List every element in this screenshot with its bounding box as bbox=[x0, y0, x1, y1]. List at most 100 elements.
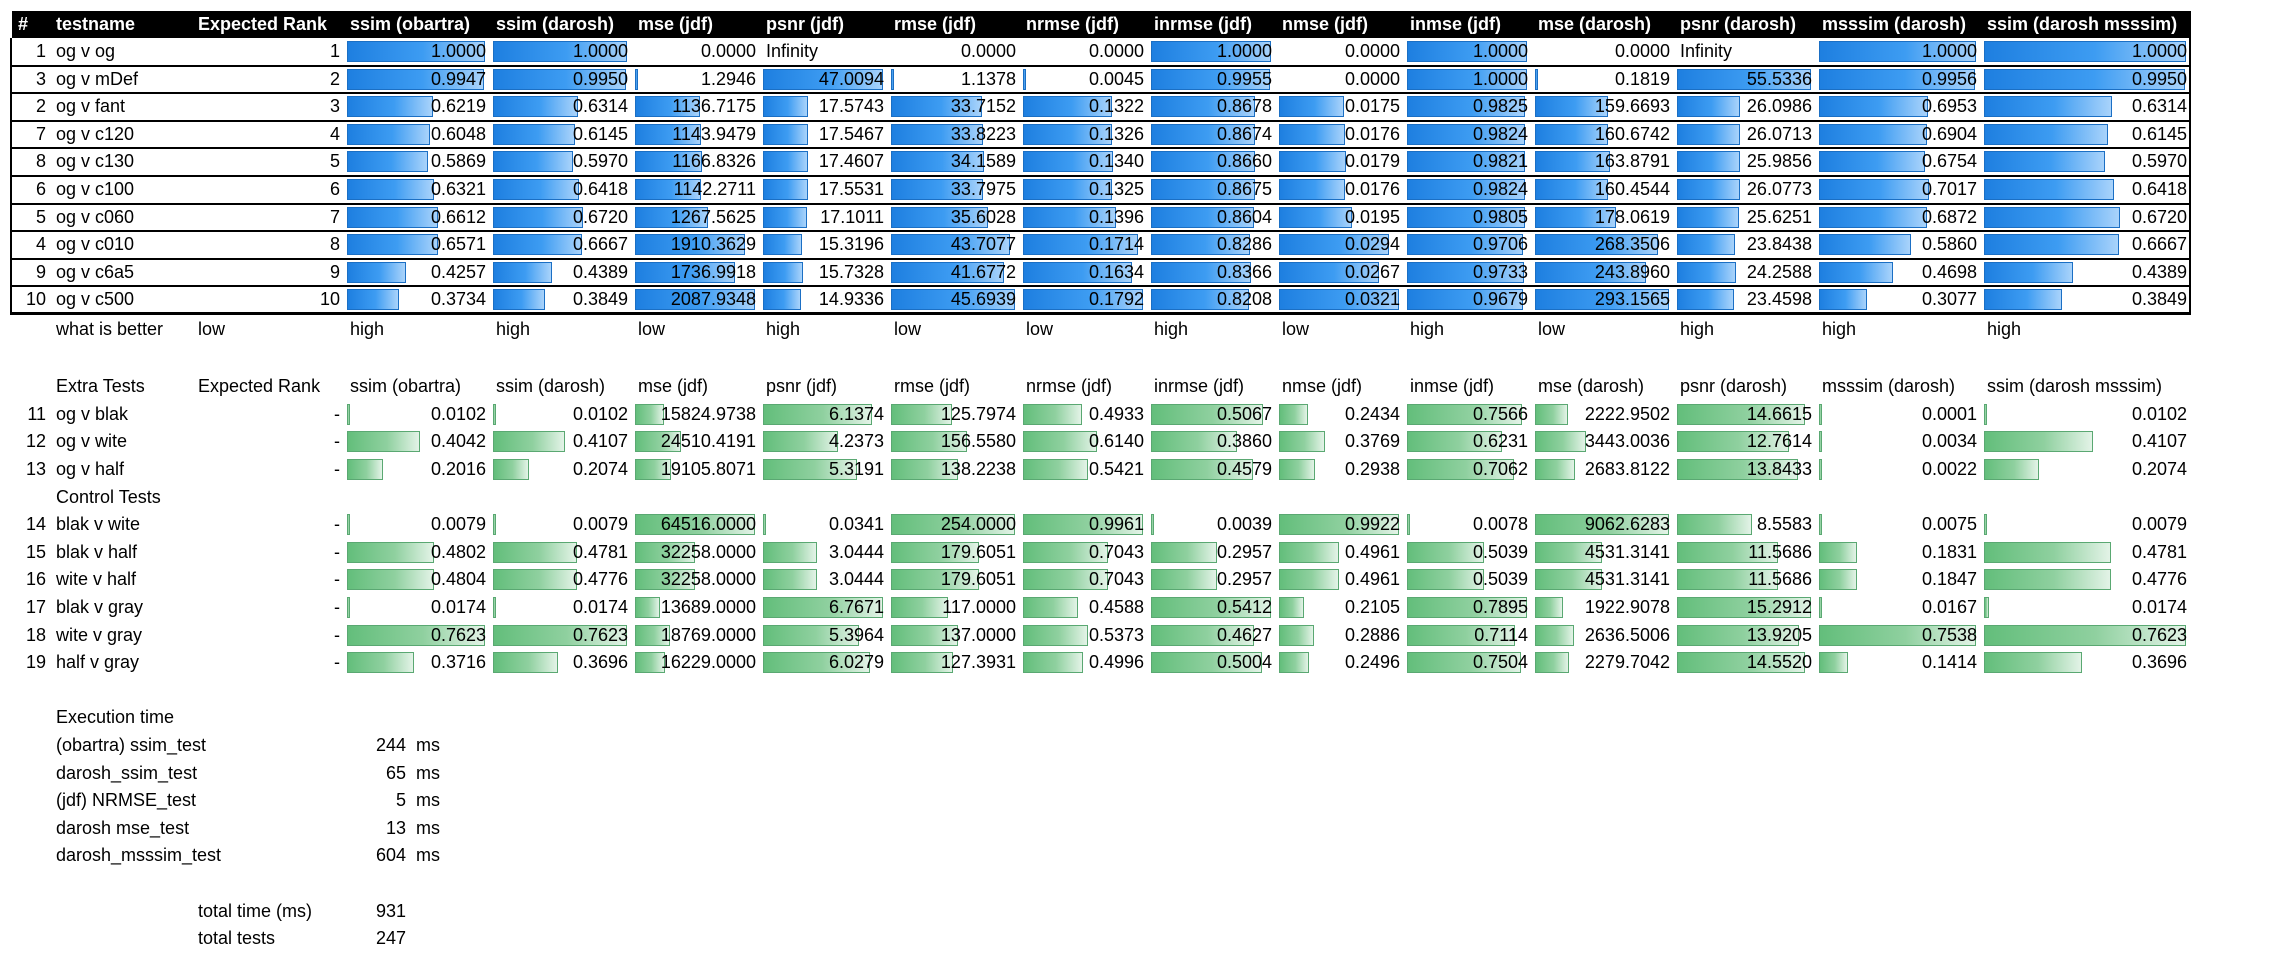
metric-cell[interactable]: 0.6418 bbox=[490, 176, 632, 203]
metric-cell[interactable]: 0.0022 bbox=[1816, 456, 1981, 483]
metric-cell[interactable]: 0.6953 bbox=[1816, 93, 1981, 120]
metric-cell[interactable]: 0.6667 bbox=[1981, 231, 2191, 258]
column-header[interactable]: Expected Rank bbox=[198, 14, 328, 34]
metric-cell[interactable]: 0.1340 bbox=[1020, 148, 1148, 175]
metric-cell[interactable]: 0.4107 bbox=[1981, 428, 2191, 455]
metric-cell[interactable]: 125.7974 bbox=[888, 401, 1020, 428]
metric-cell[interactable]: 1922.9078 bbox=[1532, 594, 1674, 621]
metric-cell[interactable]: 0.3696 bbox=[1981, 649, 2191, 676]
metric-cell[interactable]: 0.0000 bbox=[1276, 38, 1404, 65]
metric-cell[interactable]: 0.0075 bbox=[1816, 511, 1981, 538]
table-row[interactable]: 8 og v c130 5 0.5869 0.5970 1166.8326 17.4607 3… bbox=[12, 148, 2191, 175]
metric-cell[interactable]: 1.1378 bbox=[888, 66, 1020, 93]
metric-cell[interactable]: 0.4781 bbox=[1981, 539, 2191, 566]
metric-cell[interactable]: 0.9950 bbox=[1981, 66, 2191, 93]
metric-cell[interactable]: 0.3769 bbox=[1276, 428, 1404, 455]
metric-cell[interactable]: 0.9821 bbox=[1404, 148, 1532, 175]
metric-cell[interactable]: 1143.9479 bbox=[632, 121, 760, 148]
metric-cell[interactable]: 4.2373 bbox=[760, 428, 888, 455]
table-row[interactable]: 13 og v half - 0.2016 0.2074 19105.8071 5.3191… bbox=[12, 456, 2191, 483]
metric-cell[interactable]: 45.6939 bbox=[888, 286, 1020, 313]
metric-cell[interactable]: 0.6048 bbox=[344, 121, 490, 148]
metric-cell[interactable]: 0.5860 bbox=[1816, 231, 1981, 258]
metric-cell[interactable]: 0.9955 bbox=[1148, 66, 1276, 93]
metric-cell[interactable]: 117.0000 bbox=[888, 594, 1020, 621]
metric-cell[interactable]: 0.0039 bbox=[1148, 511, 1276, 538]
metric-cell[interactable]: 0.3860 bbox=[1148, 428, 1276, 455]
metric-cell[interactable]: 64516.0000 bbox=[632, 511, 760, 538]
metric-cell[interactable]: 0.6720 bbox=[1981, 204, 2191, 231]
metric-cell[interactable]: 0.9956 bbox=[1816, 66, 1981, 93]
metric-cell[interactable]: 0.4804 bbox=[344, 566, 490, 593]
metric-cell[interactable]: 0.7504 bbox=[1404, 649, 1532, 676]
metric-cell[interactable]: 1.0000 bbox=[1816, 38, 1981, 65]
metric-cell[interactable]: 1.0000 bbox=[1404, 38, 1532, 65]
metric-cell[interactable]: 0.0078 bbox=[1404, 511, 1532, 538]
metric-cell[interactable]: 0.0079 bbox=[490, 511, 632, 538]
table-row[interactable]: 9 og v c6a5 9 0.4257 0.4389 1736.9918 15.7328 4… bbox=[12, 259, 2191, 286]
metric-cell[interactable]: 0.2496 bbox=[1276, 649, 1404, 676]
metric-cell[interactable]: 17.5531 bbox=[760, 176, 888, 203]
metric-cell[interactable]: 0.6219 bbox=[344, 93, 490, 120]
metric-cell[interactable]: 23.4598 bbox=[1674, 286, 1816, 313]
metric-cell[interactable]: 0.1792 bbox=[1020, 286, 1148, 313]
metric-cell[interactable]: 0.6314 bbox=[1981, 93, 2191, 120]
metric-cell[interactable]: 268.3506 bbox=[1532, 231, 1674, 258]
column-header[interactable]: msssim (darosh) bbox=[1822, 14, 1967, 34]
metric-cell[interactable]: 33.8223 bbox=[888, 121, 1020, 148]
metric-cell[interactable]: 2087.9348 bbox=[632, 286, 760, 313]
metric-cell[interactable]: 127.3931 bbox=[888, 649, 1020, 676]
metric-cell[interactable]: 0.4588 bbox=[1020, 594, 1148, 621]
metric-cell[interactable]: 0.9922 bbox=[1276, 511, 1404, 538]
metric-cell[interactable]: 0.0000 bbox=[632, 38, 760, 65]
metric-cell[interactable]: 0.0001 bbox=[1816, 401, 1981, 428]
metric-cell[interactable]: 0.1396 bbox=[1020, 204, 1148, 231]
metric-cell[interactable]: 0.2957 bbox=[1148, 539, 1276, 566]
metric-cell[interactable]: 0.0176 bbox=[1276, 176, 1404, 203]
metric-cell[interactable]: 6.7671 bbox=[760, 594, 888, 621]
metric-cell[interactable]: 243.8960 bbox=[1532, 259, 1674, 286]
metric-cell[interactable]: 0.0267 bbox=[1276, 259, 1404, 286]
metric-cell[interactable]: 0.9706 bbox=[1404, 231, 1532, 258]
metric-cell[interactable]: 0.0079 bbox=[1981, 511, 2191, 538]
metric-cell[interactable]: 0.5421 bbox=[1020, 456, 1148, 483]
metric-cell[interactable]: 0.0034 bbox=[1816, 428, 1981, 455]
column-header[interactable]: psnr (jdf) bbox=[766, 14, 844, 34]
metric-cell[interactable]: 3.0444 bbox=[760, 539, 888, 566]
metric-cell[interactable]: 0.2074 bbox=[1981, 456, 2191, 483]
metric-cell[interactable]: 0.9950 bbox=[490, 66, 632, 93]
metric-cell[interactable]: 17.1011 bbox=[760, 204, 888, 231]
metric-cell[interactable]: 0.7623 bbox=[1981, 622, 2191, 649]
metric-cell[interactable]: 41.6772 bbox=[888, 259, 1020, 286]
metric-cell[interactable]: 0.5373 bbox=[1020, 622, 1148, 649]
metric-cell[interactable]: 0.9825 bbox=[1404, 93, 1532, 120]
metric-cell[interactable]: 0.0176 bbox=[1276, 121, 1404, 148]
metric-cell[interactable]: 163.8791 bbox=[1532, 148, 1674, 175]
metric-cell[interactable]: 0.1414 bbox=[1816, 649, 1981, 676]
metric-cell[interactable]: 0.1819 bbox=[1532, 66, 1674, 93]
metric-cell[interactable]: Infinity bbox=[1674, 38, 1816, 65]
metric-cell[interactable]: 26.0773 bbox=[1674, 176, 1816, 203]
metric-cell[interactable]: 254.0000 bbox=[888, 511, 1020, 538]
metric-cell[interactable]: 0.0167 bbox=[1816, 594, 1981, 621]
metric-cell[interactable]: 18769.0000 bbox=[632, 622, 760, 649]
metric-cell[interactable]: 0.7043 bbox=[1020, 539, 1148, 566]
metric-cell[interactable]: 0.1634 bbox=[1020, 259, 1148, 286]
metric-cell[interactable]: 1.0000 bbox=[1981, 38, 2191, 65]
metric-cell[interactable]: 0.0294 bbox=[1276, 231, 1404, 258]
metric-cell[interactable]: 0.8286 bbox=[1148, 231, 1276, 258]
metric-cell[interactable]: 156.5580 bbox=[888, 428, 1020, 455]
metric-cell[interactable]: 0.7623 bbox=[490, 622, 632, 649]
metric-cell[interactable]: 0.2105 bbox=[1276, 594, 1404, 621]
table-row[interactable]: 2 og v fant 3 0.6219 0.6314 1136.7175 17.5743 3… bbox=[12, 93, 2191, 120]
metric-cell[interactable]: 0.4776 bbox=[1981, 566, 2191, 593]
metric-cell[interactable]: 0.0174 bbox=[344, 594, 490, 621]
metric-cell[interactable]: 179.6051 bbox=[888, 566, 1020, 593]
metric-cell[interactable]: 0.5412 bbox=[1148, 594, 1276, 621]
column-header[interactable]: ssim (darosh) bbox=[496, 14, 615, 34]
metric-cell[interactable]: 0.0195 bbox=[1276, 204, 1404, 231]
metric-cell[interactable]: 0.9805 bbox=[1404, 204, 1532, 231]
metric-cell[interactable]: 0.4933 bbox=[1020, 401, 1148, 428]
metric-cell[interactable]: 0.7895 bbox=[1404, 594, 1532, 621]
metric-cell[interactable]: 0.7017 bbox=[1816, 176, 1981, 203]
